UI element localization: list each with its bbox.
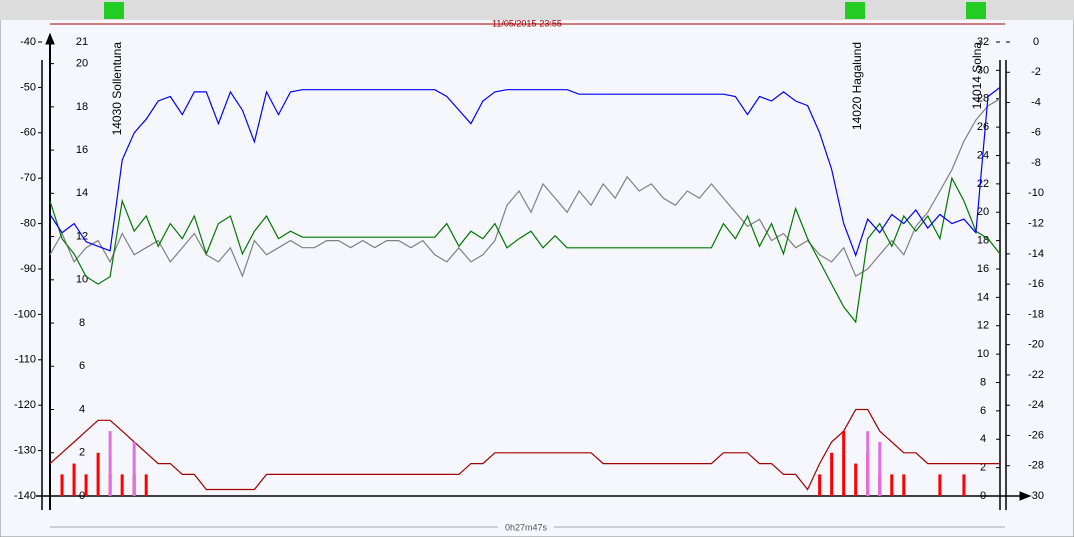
- y-tick-label: -60: [20, 127, 36, 139]
- y2-tick-label: -20: [1028, 339, 1044, 351]
- y-tick-label: -70: [20, 172, 36, 184]
- y4-tick-label: 26: [977, 121, 989, 133]
- y-tick-label: -140: [14, 490, 36, 502]
- y-tick-label: -100: [14, 308, 36, 320]
- cell-annotation: 14020 Hagalund: [850, 42, 864, 130]
- y-tick-label: -80: [20, 218, 36, 230]
- y4-tick-label: 10: [977, 348, 989, 360]
- y3-tick-label: 16: [76, 144, 88, 156]
- bar: [144, 474, 148, 496]
- bar: [96, 452, 100, 496]
- start-time: 11/05/2015-23:55: [492, 18, 562, 28]
- bar: [938, 474, 942, 496]
- duration: 0h27m47s: [505, 522, 548, 532]
- y2-tick-label: -8: [1031, 157, 1041, 169]
- y4-tick-label: 20: [977, 206, 989, 218]
- y3-tick-label: 2: [79, 447, 85, 459]
- y4-tick-label: 16: [977, 263, 989, 275]
- y4-tick-label: 22: [977, 178, 989, 190]
- y3-tick-label: 8: [79, 317, 85, 329]
- y-tick-label: -120: [14, 399, 36, 411]
- y-tick-label: -50: [20, 81, 36, 93]
- y4-tick-label: 32: [977, 36, 989, 48]
- bar: [854, 463, 858, 496]
- series-line: [49, 408, 1000, 491]
- y2-tick-label: -30: [1028, 490, 1044, 502]
- y-tick-label: -40: [20, 36, 36, 48]
- y-tick-label: -130: [14, 445, 36, 457]
- series-line: [49, 86, 1001, 258]
- y2-tick-label: -28: [1028, 460, 1044, 472]
- y3-tick-label: 0: [79, 490, 85, 502]
- cell-annotation: 14030 Sollentuna: [110, 42, 124, 136]
- series-line: [49, 98, 1001, 278]
- bar: [818, 474, 822, 496]
- y2-tick-label: -10: [1028, 187, 1044, 199]
- y4-tick-label: 28: [977, 93, 989, 105]
- y-tick-label: -90: [20, 263, 36, 275]
- cell-icons: [104, 2, 986, 19]
- y3-tick-label: 18: [76, 101, 88, 113]
- bar: [842, 431, 846, 496]
- y2-tick-label: -24: [1028, 399, 1044, 411]
- y-tick-label: -110: [15, 354, 36, 366]
- bar: [890, 474, 894, 496]
- y4-tick-label: 14: [977, 291, 989, 303]
- y2-tick-label: -18: [1028, 308, 1044, 320]
- y2-tick-label: -22: [1028, 369, 1044, 381]
- y2-tick-label: 0: [1033, 36, 1039, 48]
- bar: [132, 441, 136, 496]
- top-bar: [0, 0, 1074, 20]
- y2-tick-label: -16: [1028, 278, 1044, 290]
- y3-tick-label: 21: [76, 36, 88, 48]
- y4-tick-label: 18: [977, 235, 989, 247]
- bar: [60, 474, 64, 496]
- bar: [120, 474, 124, 496]
- bar: [878, 441, 882, 496]
- duration-bg: [498, 521, 554, 533]
- y4-tick-label: 4: [980, 433, 986, 445]
- y3-tick-label: 4: [79, 403, 85, 415]
- y2-tick-label: -2: [1031, 66, 1041, 78]
- bar: [84, 474, 88, 496]
- bar: [830, 452, 834, 496]
- cell-annotation: 14014 Solna: [970, 42, 984, 110]
- bar: [902, 474, 906, 496]
- cell-icon: [966, 2, 986, 19]
- y2-tick-label: -6: [1031, 127, 1041, 139]
- y3-tick-label: 10: [76, 274, 88, 286]
- cell-icon: [104, 2, 124, 19]
- y3-tick-label: 14: [76, 187, 88, 199]
- y4-tick-label: 30: [977, 64, 989, 76]
- y3-tick-label: 20: [76, 58, 88, 70]
- y4-tick-label: 2: [980, 462, 986, 474]
- cell-icon: [845, 2, 865, 19]
- series-line: [49, 176, 1001, 324]
- y3-tick-label: 6: [79, 360, 85, 372]
- y2-tick-label: -12: [1028, 218, 1044, 230]
- y2-tick-label: -14: [1028, 248, 1044, 260]
- axis-arrows: [45, 32, 1032, 501]
- y4-tick-label: 8: [980, 376, 986, 388]
- bar: [72, 463, 76, 496]
- y2-tick-label: -4: [1031, 96, 1041, 108]
- y4-tick-label: 0: [980, 490, 986, 502]
- y2-tick-label: -26: [1028, 429, 1044, 441]
- bar: [108, 431, 112, 496]
- y4-tick-label: 6: [980, 405, 986, 417]
- bar: [962, 474, 966, 496]
- bar: [866, 431, 870, 496]
- y4-tick-label: 12: [977, 320, 989, 332]
